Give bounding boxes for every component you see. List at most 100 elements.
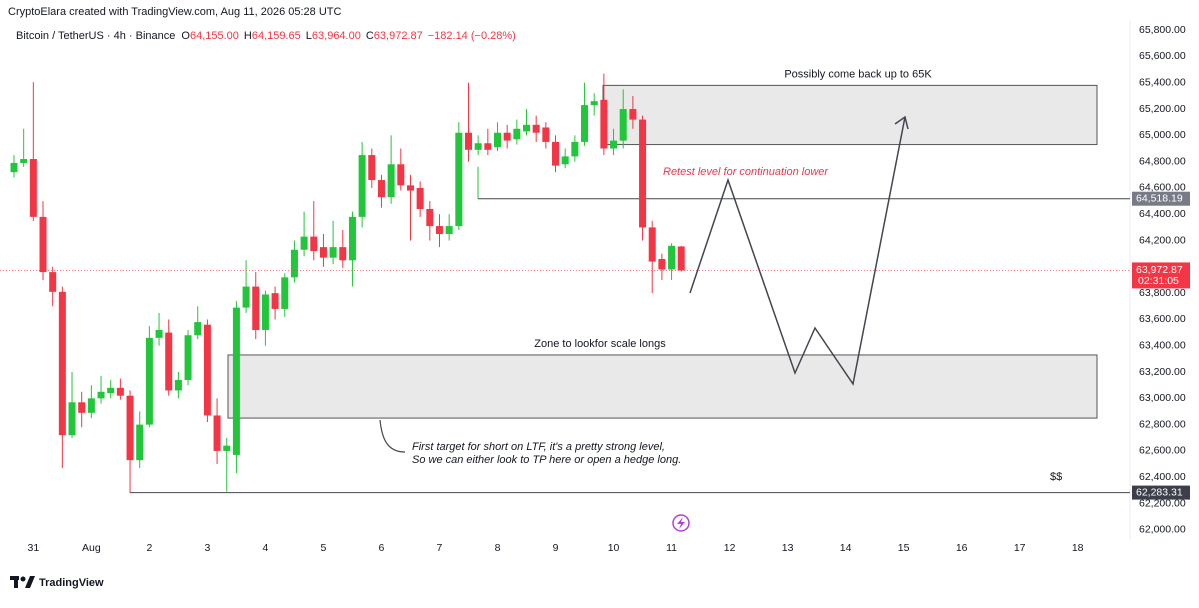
candle-body: [571, 141, 579, 157]
y-tick-label: 63,400.00: [1139, 340, 1186, 352]
candle-body: [445, 226, 453, 234]
y-tick-label: 64,800.00: [1139, 155, 1186, 167]
candle-body: [426, 208, 434, 227]
x-tick-label: 9: [553, 542, 559, 554]
change: −182.14 (−0.28%): [428, 30, 516, 42]
y-tick-label: 63,200.00: [1139, 366, 1186, 378]
candle-body: [668, 245, 676, 270]
ohlc-value: 64,155.00: [190, 30, 239, 42]
candle-body: [561, 156, 569, 165]
candle-body: [10, 162, 18, 173]
arrow-head: [894, 115, 909, 130]
zone: [227, 354, 1098, 419]
x-tick-label: 17: [1014, 542, 1026, 554]
y-tick-label: 63,000.00: [1139, 392, 1186, 404]
ohlc-value: 63,972.87: [374, 30, 423, 42]
x-tick-label: 3: [204, 542, 210, 554]
candle-body: [484, 143, 492, 150]
zone-label: Possibly come back up to 65K: [784, 68, 932, 80]
candle-body: [20, 159, 28, 163]
candle-body: [329, 247, 337, 258]
candle-body: [435, 226, 443, 234]
y-tick-label: 62,000.00: [1139, 524, 1186, 536]
x-tick-label: 12: [724, 542, 736, 554]
x-tick-label: 2: [146, 542, 152, 554]
candle-body: [136, 424, 144, 461]
y-tick-label: 62,800.00: [1139, 418, 1186, 430]
candle-body: [145, 337, 153, 425]
x-tick-label: 10: [608, 542, 620, 554]
candle-body: [97, 391, 105, 399]
event-bolt: [677, 517, 685, 529]
candle-body: [155, 329, 163, 338]
ohlc-value: 64,159.65: [252, 30, 301, 42]
note-line: So we can either look to TP here or open…: [412, 454, 681, 466]
candle-body: [126, 395, 134, 461]
candle-body: [619, 109, 627, 141]
candle-body: [213, 415, 221, 451]
y-tick-label: 64,600.00: [1139, 182, 1186, 194]
price-box-label: 62,283.31: [1136, 486, 1183, 498]
y-tick-label: 65,200.00: [1139, 103, 1186, 115]
zone: [602, 84, 1098, 146]
candle-body: [194, 322, 202, 336]
x-tick-label: 18: [1072, 542, 1084, 554]
candle-body: [523, 124, 531, 132]
candle-body: [639, 119, 647, 228]
y-tick-label: 65,400.00: [1139, 77, 1186, 89]
candle-body: [116, 387, 124, 396]
credit: CryptoElara created with TradingView.com…: [8, 6, 341, 18]
candle-body: [464, 132, 472, 150]
projection-path: [689, 116, 906, 386]
x-tick-label: 8: [495, 542, 501, 554]
x-tick-label: 4: [262, 542, 268, 554]
candle-body: [39, 216, 47, 273]
candle-body: [368, 155, 376, 181]
price-box-label: 64,518.19: [1136, 192, 1183, 204]
candle-body: [474, 143, 482, 150]
ohlc-key: C: [366, 30, 374, 42]
candle-body: [658, 258, 666, 270]
x-tick-label: 15: [898, 542, 910, 554]
retest-label: Retest level for continuation lower: [663, 166, 829, 178]
logo-part: [14, 576, 18, 588]
candle-body: [677, 246, 685, 271]
candle-body: [552, 141, 560, 166]
ohlc-key: L: [306, 30, 312, 42]
candle-body: [232, 307, 240, 455]
candle-body: [397, 164, 405, 186]
note-line: First target for short on LTF, it's a pr…: [412, 441, 665, 453]
x-tick-label: 31: [27, 542, 39, 554]
x-tick-label: Aug: [82, 542, 101, 554]
candle-body: [590, 101, 598, 106]
legend: Bitcoin / TetherUS · 4h · Binance O64,155…: [16, 30, 516, 42]
candle-body: [648, 227, 656, 262]
candle-body: [358, 155, 366, 217]
y-tick-label: 62,400.00: [1139, 471, 1186, 483]
candle-body: [513, 128, 521, 140]
y-tick-label: 63,800.00: [1139, 287, 1186, 299]
candle-body: [503, 132, 511, 141]
candle-body: [203, 324, 211, 416]
candle-body: [242, 286, 250, 308]
x-tick-label: 5: [321, 542, 327, 554]
candle-body: [581, 105, 589, 142]
event-icon: [672, 514, 690, 532]
candle-body: [339, 247, 347, 261]
x-tick-label: 13: [782, 542, 794, 554]
candle-body: [494, 132, 501, 148]
y-tick-label: 62,600.00: [1139, 445, 1186, 457]
y-tick-label: 65,000.00: [1139, 129, 1186, 141]
x-tick-label: 6: [379, 542, 385, 554]
candle-body: [542, 127, 550, 142]
candle-body: [377, 180, 385, 198]
money-label: $$: [1050, 471, 1062, 483]
price-box: [1132, 191, 1190, 206]
candle-body: [455, 132, 463, 227]
candle-body: [300, 236, 308, 250]
y-tick-label: 62,200.00: [1139, 497, 1186, 509]
candle-body: [68, 402, 76, 436]
countdown-label: 02:31:05: [1138, 275, 1179, 287]
candle-body: [348, 216, 356, 261]
